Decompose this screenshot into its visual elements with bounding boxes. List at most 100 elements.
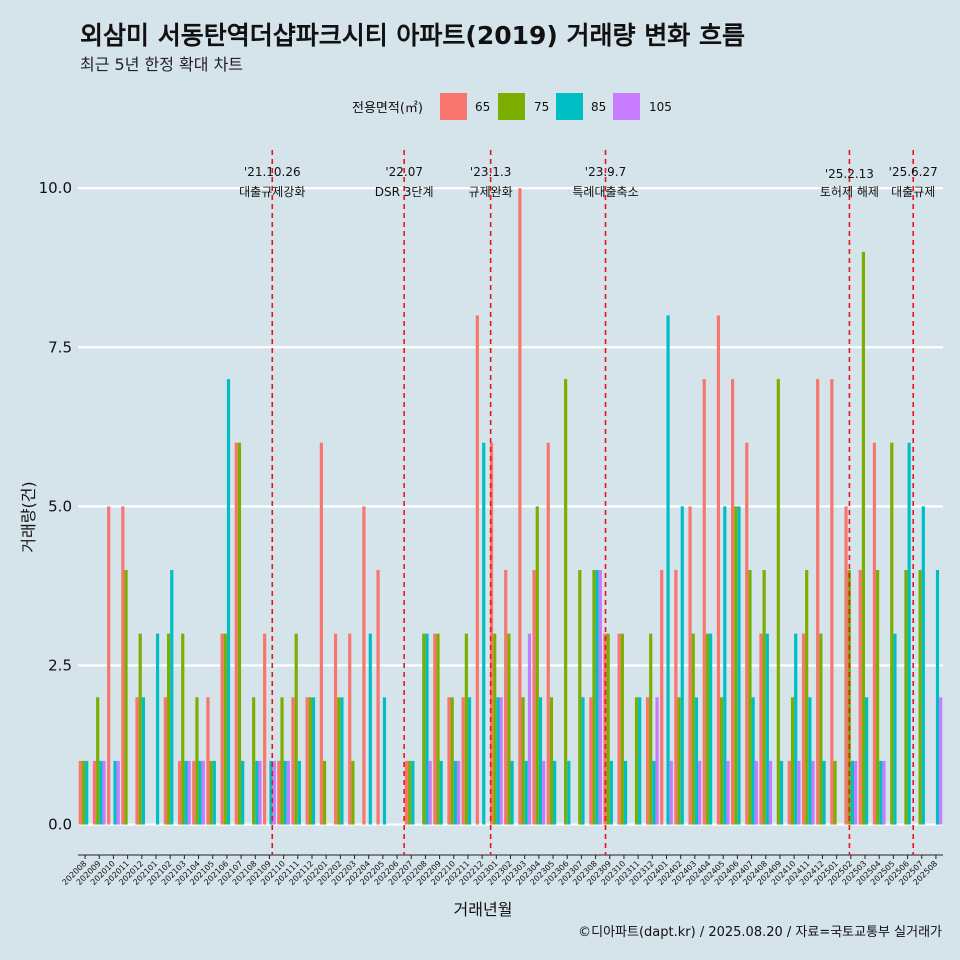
bar-105-202504 xyxy=(882,760,886,825)
bar-75-202412 xyxy=(819,633,823,825)
bar-75-202104 xyxy=(195,697,199,825)
bar-105-202308 xyxy=(598,570,602,825)
bar-85-202110 xyxy=(283,760,287,825)
bar-75-202408 xyxy=(762,570,766,825)
y-tick-label: 2.5 xyxy=(48,656,72,674)
bar-85-202507 xyxy=(921,506,925,825)
bar-75-202103 xyxy=(181,633,185,825)
bar-75-202202 xyxy=(337,697,341,825)
bar-75-202405 xyxy=(720,697,724,825)
bar-85-202409 xyxy=(779,760,784,825)
bar-85-202212 xyxy=(482,442,486,825)
bar-85-202402 xyxy=(680,506,684,825)
bar-85-202304 xyxy=(538,697,543,825)
bar-85-202410 xyxy=(794,633,798,825)
bar-75-202207 xyxy=(408,760,412,825)
bar-75-202012 xyxy=(138,633,142,825)
x-axis: 2020082020092020102020112020122021012021… xyxy=(61,854,943,887)
bar-105-202304 xyxy=(542,760,546,825)
bar-75-202112 xyxy=(308,697,312,825)
bar-85-202211 xyxy=(467,697,472,825)
x-axis-title: 거래년월 xyxy=(454,900,513,919)
bar-85-202403 xyxy=(694,697,699,825)
bar-65-202010 xyxy=(107,506,111,825)
bar-75-202011 xyxy=(124,570,128,825)
bar-65-202310 xyxy=(617,633,621,825)
bar-75-202407 xyxy=(748,570,752,825)
bar-65-202110 xyxy=(277,760,281,825)
chart-subtitle: 최근 5년 한정 확대 차트 xyxy=(80,55,243,74)
bar-65-202407 xyxy=(745,442,749,825)
legend-label-85: 85 xyxy=(591,100,606,114)
bar-65-202202 xyxy=(333,633,338,825)
bar-65-202501 xyxy=(830,379,834,825)
bar-85-202101 xyxy=(155,633,160,825)
bar-85-202205 xyxy=(382,697,387,825)
bar-75-202410 xyxy=(790,697,795,825)
legend-swatch-105 xyxy=(613,93,640,120)
bar-85-202504 xyxy=(879,760,883,825)
legend-swatch-65 xyxy=(440,93,467,120)
bar-85-202404 xyxy=(709,633,713,825)
event-label: DSR 3단계 xyxy=(375,185,434,199)
bar-75-202507 xyxy=(918,570,922,825)
bar-85-202102 xyxy=(170,570,174,825)
bar-65-202204 xyxy=(362,506,366,825)
y-tick-label: 5.0 xyxy=(48,497,72,515)
bar-65-202408 xyxy=(759,633,763,825)
event-label: 특례대출축소 xyxy=(572,185,638,199)
bar-105-202103 xyxy=(187,760,191,825)
bar-85-202012 xyxy=(141,697,146,825)
bar-75-202201 xyxy=(322,760,327,825)
chart-title: 외삼미 서동탄역더샵파크시티 아파트(2019) 거래량 변화 흐름 xyxy=(80,21,745,50)
bar-65-202504 xyxy=(872,442,876,825)
bar-75-202303 xyxy=(521,697,525,825)
bar-105-202408 xyxy=(768,760,773,825)
bar-85-202302 xyxy=(510,760,514,825)
bar-85-202406 xyxy=(737,506,741,825)
bar-75-202411 xyxy=(805,570,809,825)
bar-65-202210 xyxy=(447,697,451,825)
event-date: '25.2.13 xyxy=(825,167,874,181)
bar-85-202209 xyxy=(439,760,443,825)
bar-65-202008 xyxy=(78,760,82,825)
bar-65-202305 xyxy=(546,442,550,825)
bar-65-202203 xyxy=(348,633,352,825)
bar-75-202008 xyxy=(81,760,86,825)
event-date: '23.9.7 xyxy=(585,165,626,179)
bar-75-202105 xyxy=(209,760,213,825)
bar-105-202108 xyxy=(258,760,262,825)
bar-65-202201 xyxy=(319,442,323,825)
bar-65-202012 xyxy=(135,697,139,825)
bar-85-202505 xyxy=(893,633,897,825)
bar-105-202009 xyxy=(102,760,106,825)
bar-65-202105 xyxy=(206,697,210,825)
bar-85-202405 xyxy=(723,506,727,825)
bar-75-202306 xyxy=(564,379,568,825)
bar-105-202410 xyxy=(797,760,801,825)
y-tick-label: 7.5 xyxy=(48,338,72,356)
bar-65-202111 xyxy=(291,697,295,825)
bar-75-202106 xyxy=(223,633,227,825)
bar-65-202308 xyxy=(589,697,593,825)
bar-85-202308 xyxy=(595,570,599,825)
bar-65-202301 xyxy=(489,442,494,825)
bar-65-202209 xyxy=(433,633,437,825)
bar-85-202508 xyxy=(935,570,940,825)
bars xyxy=(78,188,943,825)
bar-105-202411 xyxy=(811,760,815,825)
bar-85-202111 xyxy=(297,760,301,825)
bar-75-202305 xyxy=(549,697,554,825)
bar-75-202402 xyxy=(677,697,681,825)
legend-label-105: 105 xyxy=(649,100,672,114)
bar-75-202505 xyxy=(890,442,894,825)
bar-75-202211 xyxy=(464,633,468,825)
bar-75-202409 xyxy=(776,379,780,825)
bar-65-202011 xyxy=(121,506,125,825)
bar-65-202009 xyxy=(92,760,97,825)
bar-85-202009 xyxy=(99,760,103,825)
bar-75-202210 xyxy=(450,697,454,825)
bar-65-202211 xyxy=(461,697,465,825)
bar-65-202302 xyxy=(504,570,508,825)
